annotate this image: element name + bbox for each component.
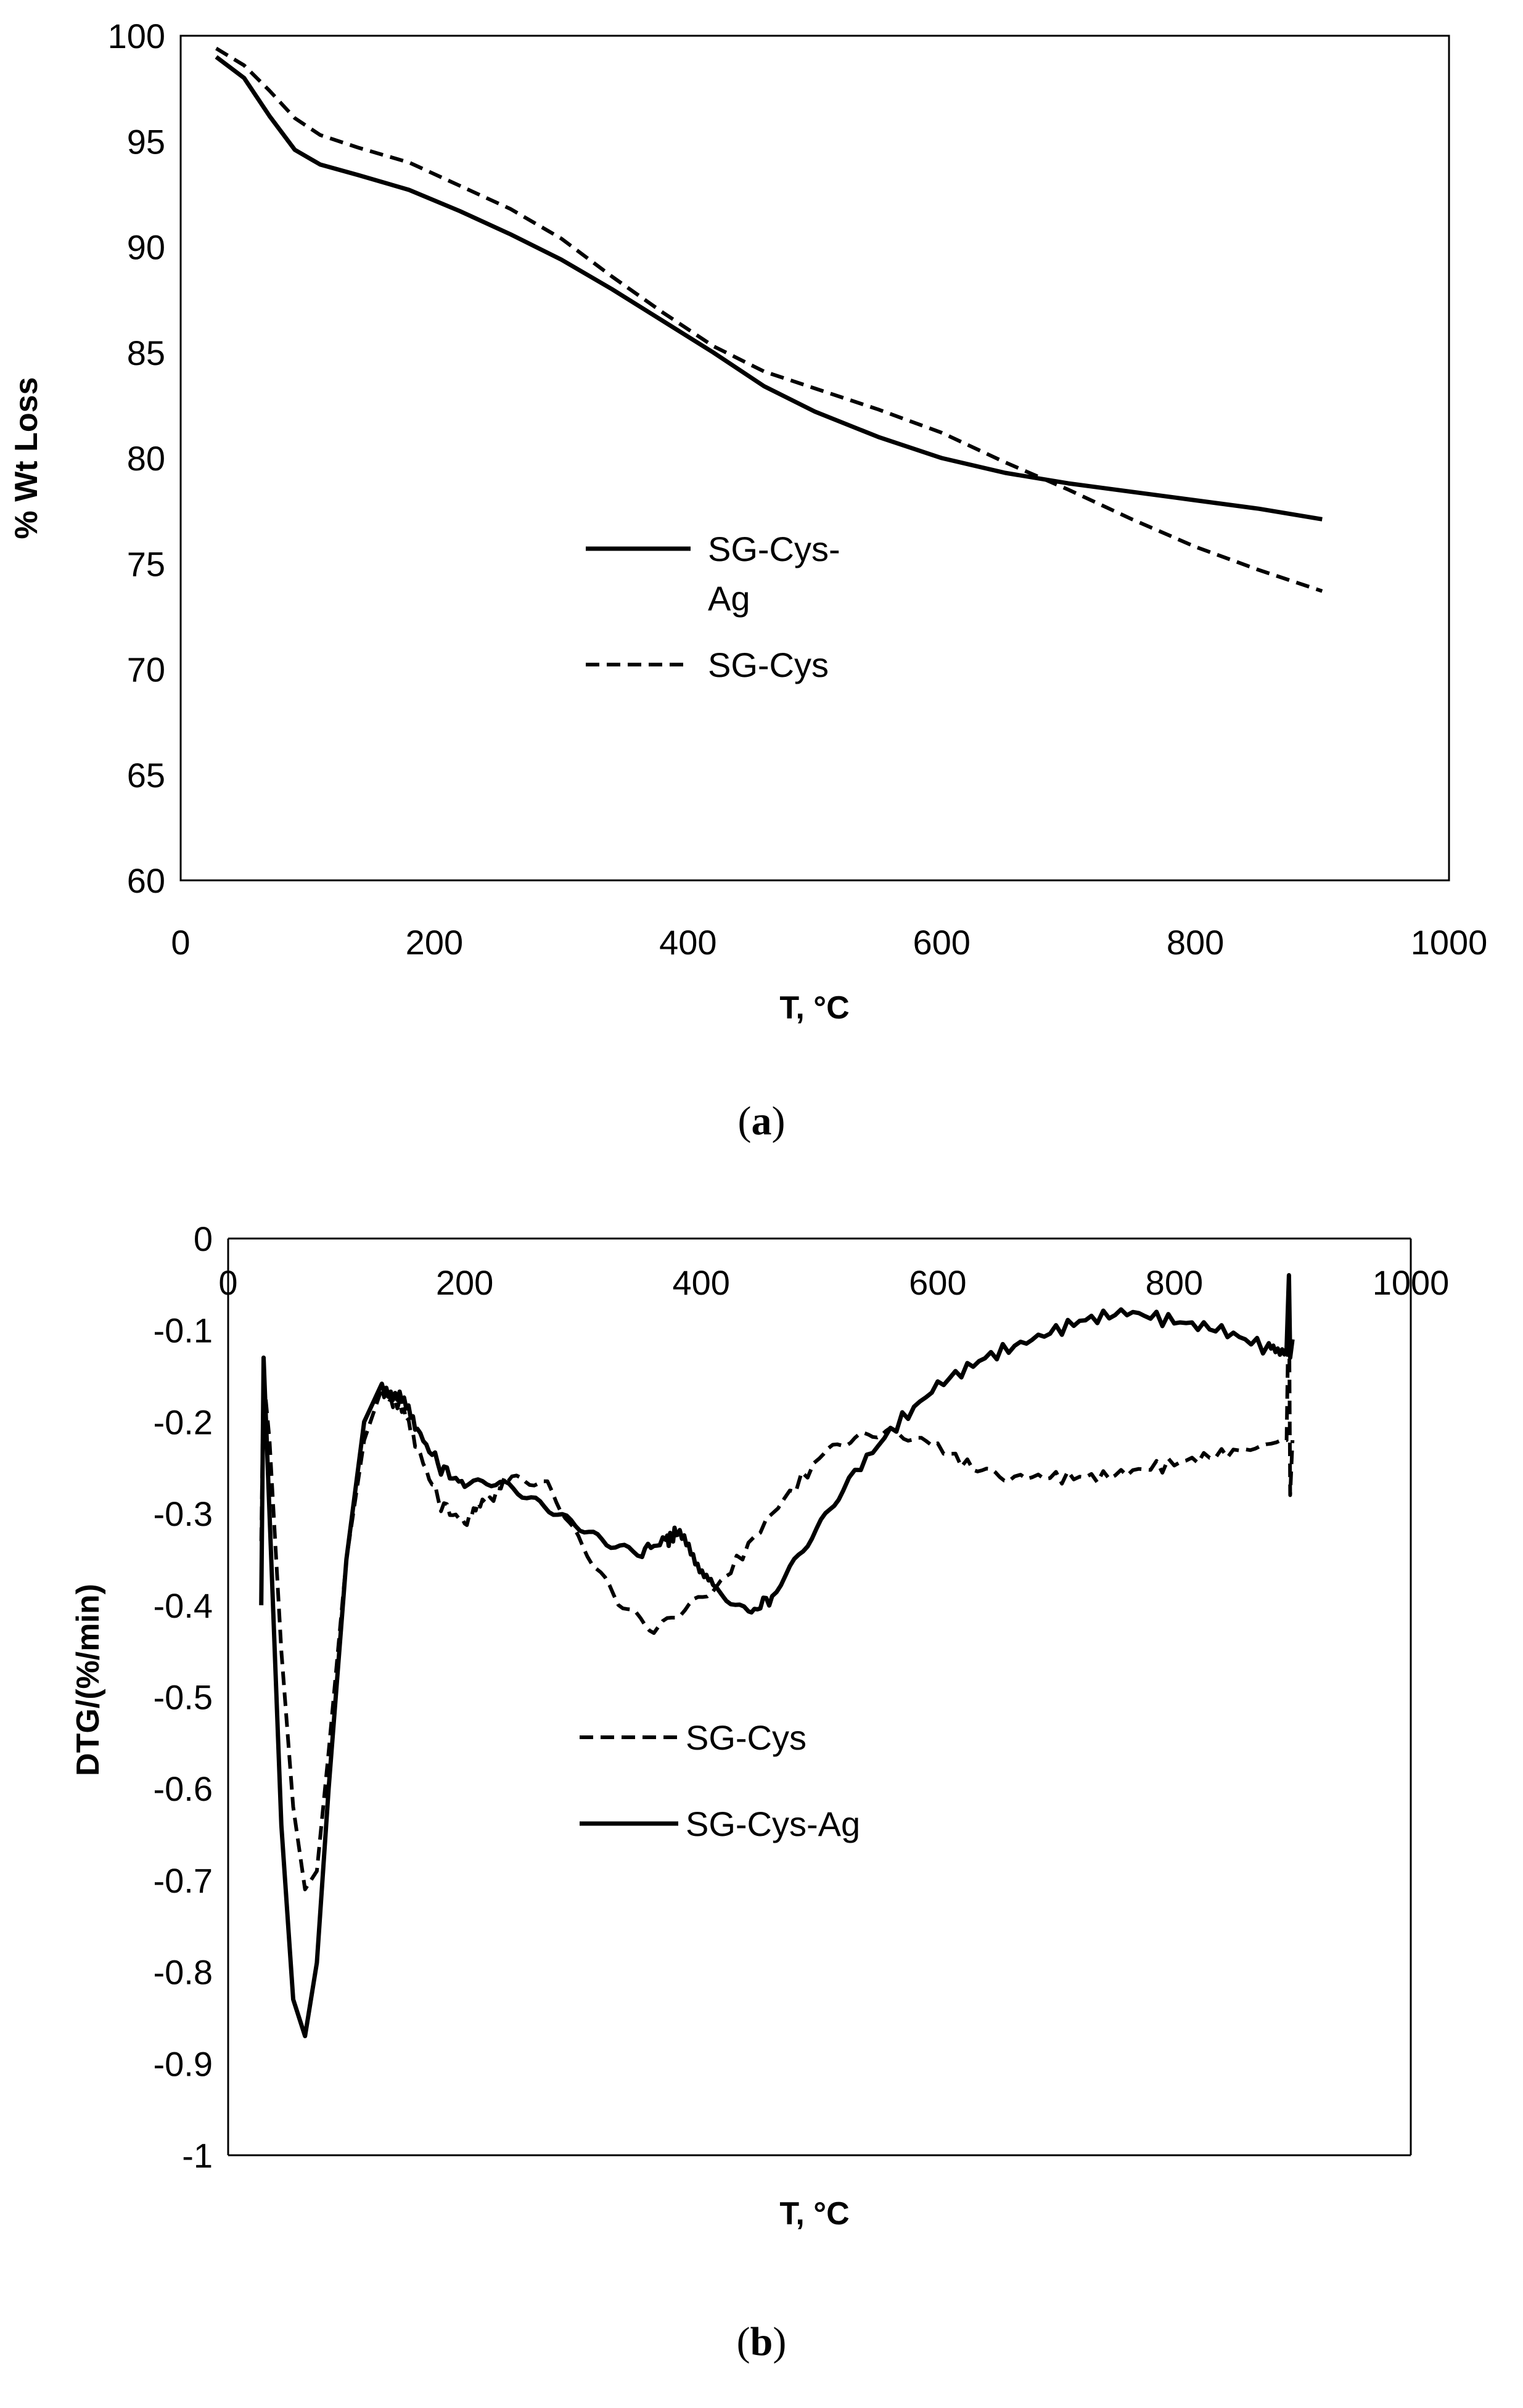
chart-b-x-tick-0: 0 xyxy=(218,1263,237,1302)
chart-a-x-tick-labels: 0 200 400 600 800 1000 xyxy=(171,923,1487,962)
chart-b-series-sg-cys xyxy=(259,1282,1295,1891)
chart-b-y-tick-0-2: -0.2 xyxy=(154,1403,213,1441)
chart-a-y-tick-85: 85 xyxy=(127,334,165,372)
chart-b-series-sg-cys-ag xyxy=(259,1273,1295,2039)
chart-b-x-tick-800: 800 xyxy=(1146,1263,1203,1302)
chart-b: 0 200 400 600 800 1000 0-0.1-0.2-0.3-0.4-0.5-… xyxy=(70,1219,1449,2364)
chart-a-y-tick-90: 90 xyxy=(127,228,165,267)
chart-b-x-tick-1000: 1000 xyxy=(1373,1263,1450,1302)
chart-a-y-tick-65: 65 xyxy=(127,756,165,795)
chart-a-y-tick-80: 80 xyxy=(127,439,165,478)
chart-a-y-tick-100: 100 xyxy=(108,17,165,55)
chart-a-x-axis-label: T, °C xyxy=(779,990,849,1026)
chart-b-y-tick-0-7: -0.7 xyxy=(154,1861,213,1900)
chart-a-series-sg-cys xyxy=(215,46,1323,593)
chart-b-caption: (b) xyxy=(737,2319,787,2364)
chart-b-y-tick-0-8: -0.8 xyxy=(154,1953,213,1992)
chart-a-legend-label-sg-cys: SG-Cys xyxy=(708,645,829,684)
chart-b-series xyxy=(259,1273,1295,2039)
chart-b-y-tick-0: 0 xyxy=(194,1219,213,1258)
chart-b-x-axis-label: T, °C xyxy=(779,2196,849,2232)
chart-b-y-tick-0-4: -0.4 xyxy=(154,1586,213,1625)
chart-b-legend-label-sg-cys-ag: SG-Cys-Ag xyxy=(686,1804,860,1843)
chart-b-caption-close: ) xyxy=(773,2319,786,2364)
chart-a-x-tick-800: 800 xyxy=(1167,923,1224,962)
chart-b-y-tick-0-9: -0.9 xyxy=(154,2044,213,2083)
chart-b-legend: SG-Cys SG-Cys-Ag xyxy=(580,1718,860,1843)
chart-b-x-tick-400: 400 xyxy=(672,1263,729,1302)
chart-b-y-tick-0-3: -0.3 xyxy=(154,1494,213,1533)
chart-a-x-tick-0: 0 xyxy=(171,923,190,962)
chart-a: 0 200 400 600 800 1000 60 65 70 75 80 85 90 95 100 T,… xyxy=(9,17,1487,1144)
chart-b-caption-letter: b xyxy=(750,2319,773,2364)
chart-a-y-tick-60: 60 xyxy=(127,861,165,900)
chart-a-legend-label-sg-cys-ag-line1: SG-Cys- xyxy=(708,530,840,568)
chart-b-x-tick-labels: 0 200 400 600 800 1000 xyxy=(218,1263,1449,1302)
chart-b-caption-open: ( xyxy=(737,2319,750,2364)
chart-a-y-tick-labels: 60 65 70 75 80 85 90 95 100 xyxy=(108,17,165,900)
chart-b-y-tick-0-1: -0.1 xyxy=(154,1311,213,1350)
chart-a-plot-border xyxy=(179,35,1450,882)
chart-a-x-tick-400: 400 xyxy=(659,923,716,962)
chart-b-x-tick-600: 600 xyxy=(909,1263,966,1302)
chart-a-x-tick-1000: 1000 xyxy=(1411,923,1488,962)
chart-a-series xyxy=(215,46,1323,593)
chart-a-caption-close: ) xyxy=(772,1099,786,1144)
chart-a-caption: (a) xyxy=(738,1099,786,1144)
chart-b-y-tick-0-5: -0.5 xyxy=(154,1678,213,1717)
chart-a-y-tick-95: 95 xyxy=(127,122,165,161)
chart-a-y-axis-label: % Wt Loss xyxy=(9,377,44,539)
chart-b-legend-label-sg-cys: SG-Cys xyxy=(686,1718,807,1757)
chart-b-x-tick-200: 200 xyxy=(436,1263,493,1302)
chart-a-y-tick-75: 75 xyxy=(127,544,165,583)
chart-a-series-sg-cys-ag xyxy=(215,55,1323,522)
chart-a-y-tick-70: 70 xyxy=(127,650,165,689)
chart-a-caption-open: ( xyxy=(738,1099,752,1144)
chart-a-x-tick-200: 200 xyxy=(406,923,463,962)
chart-b-y-axis-label: DTG/(%/min) xyxy=(70,1584,106,1776)
chart-b-y-tick-labels: 0 -0.1 -0.2 -0.3 -0.4 -0.5 -0.6 -0.7 -0.8 -0.9 -1 xyxy=(154,1219,213,2175)
chart-b-y-tick-0-6: -0.6 xyxy=(154,1769,213,1808)
chart-a-legend: SG-Cys- Ag SG-Cys xyxy=(586,530,840,684)
chart-b-y-tick-1: -1 xyxy=(182,2136,213,2175)
chart-a-legend-label-sg-cys-ag-line2: Ag xyxy=(708,579,750,618)
chart-a-x-tick-600: 600 xyxy=(913,923,970,962)
chart-a-caption-letter: a xyxy=(752,1099,772,1144)
